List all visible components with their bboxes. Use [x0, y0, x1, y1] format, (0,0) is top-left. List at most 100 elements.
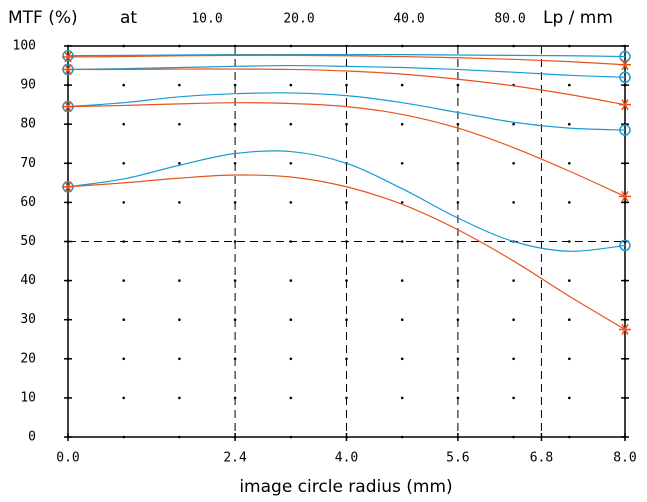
x-tick-label: 2.4: [223, 451, 247, 466]
point-marker: [62, 63, 74, 76]
y-tick-label: 30: [20, 312, 36, 327]
y-tick-label: 80: [20, 117, 36, 132]
grid-dot: [178, 122, 181, 126]
grid-dot: [289, 122, 293, 126]
grid-dot: [568, 162, 571, 165]
y-tick-label: 20: [20, 351, 36, 366]
x-tick-label: 6.8: [530, 451, 553, 466]
point-marker: [619, 239, 631, 252]
grid-dot: [512, 357, 515, 361]
grid-dot: [178, 279, 181, 282]
y-tick-label: 10: [20, 390, 36, 405]
grid-dot: [568, 435, 571, 439]
data-line: [67, 150, 626, 252]
grid-dot: [178, 318, 181, 322]
data-line: [67, 64, 626, 78]
grid-dot: [568, 357, 571, 361]
grid-dot: [400, 162, 404, 165]
grid-dot: [178, 83, 181, 87]
grid-dot: [400, 44, 404, 48]
frequency-label: 20.0: [283, 12, 314, 27]
grid-dot: [178, 435, 181, 439]
grid-dot: [289, 201, 293, 204]
y-tick-label: 60: [20, 195, 36, 210]
x-axis-label: image circle radius (mm): [239, 477, 452, 497]
grid-dot: [400, 279, 404, 282]
point-marker: [62, 101, 74, 113]
data-line: [67, 92, 626, 131]
grid-dot: [178, 162, 181, 165]
point-marker: [62, 51, 74, 63]
x-tick-label: 4.0: [335, 451, 358, 466]
grid-dot: [122, 162, 125, 165]
point-marker: [619, 50, 631, 63]
point-marker: [619, 323, 631, 336]
grid-dot: [289, 435, 293, 439]
grid-dot: [122, 396, 125, 400]
frequency-label: 80.0: [494, 12, 525, 27]
y-tick-label: 100: [13, 39, 36, 54]
grid-dot: [512, 435, 515, 439]
grid-dot: [122, 318, 125, 322]
grid-dot: [178, 201, 181, 204]
grid-dot: [400, 357, 404, 361]
point-marker: [62, 50, 74, 62]
grid-dot: [122, 357, 125, 361]
grid-dot: [122, 83, 125, 87]
grid-dot: [178, 357, 181, 361]
grid-dot: [568, 279, 571, 282]
grid-dot: [289, 44, 293, 48]
point-marker: [619, 190, 631, 203]
frequency-label: 40.0: [393, 12, 424, 27]
grid-dot: [512, 162, 515, 165]
grid-dot: [512, 201, 515, 204]
x-tick-label: 0.0: [56, 451, 79, 466]
data-line: [67, 54, 626, 66]
grid-dot: [122, 279, 125, 282]
frequency-prefix: at: [120, 8, 137, 28]
grid-dot: [122, 201, 125, 204]
grid-dot: [568, 318, 571, 322]
grid-dot: [400, 201, 404, 204]
grid-dot: [289, 318, 293, 322]
grid-dot: [122, 122, 125, 126]
x-tick-label: 8.0: [613, 451, 636, 466]
y-tick-label: 40: [20, 273, 36, 288]
grid-dot: [289, 357, 293, 361]
chart-title: MTF (%): [8, 8, 78, 28]
grid-dot: [512, 44, 515, 48]
frequency-label: 10.0: [191, 12, 222, 27]
grid-dot: [122, 435, 125, 439]
grid-dot: [400, 240, 404, 243]
grid-dot: [400, 83, 404, 87]
grid-dot: [122, 44, 125, 48]
y-tick-label: 0: [28, 430, 36, 445]
grid-dot: [512, 318, 515, 322]
grid-dot: [400, 435, 404, 439]
grid-dot: [400, 396, 404, 400]
frequency-unit: Lp / mm: [543, 8, 613, 28]
data-line: [67, 68, 626, 106]
grid-dot: [289, 83, 293, 87]
grid-dot: [568, 396, 571, 400]
grid-dot: [400, 122, 404, 126]
grid-dot: [568, 201, 571, 204]
y-tick-label: 90: [20, 78, 36, 93]
grid-dot: [178, 396, 181, 400]
y-tick-label: 50: [20, 234, 36, 249]
data-line: [67, 102, 626, 198]
grid-dot: [289, 279, 293, 282]
grid-dot: [512, 279, 515, 282]
point-marker: [62, 181, 74, 193]
y-tick-label: 70: [20, 156, 36, 171]
grid-dot: [568, 44, 571, 48]
data-line: [67, 53, 626, 58]
point-marker: [619, 99, 631, 111]
grid-dot: [289, 396, 293, 400]
point-marker: [619, 59, 631, 71]
point-marker: [619, 124, 631, 136]
x-tick-label: 5.6: [446, 451, 469, 466]
grid-dot: [512, 122, 515, 126]
point-marker: [619, 71, 631, 84]
